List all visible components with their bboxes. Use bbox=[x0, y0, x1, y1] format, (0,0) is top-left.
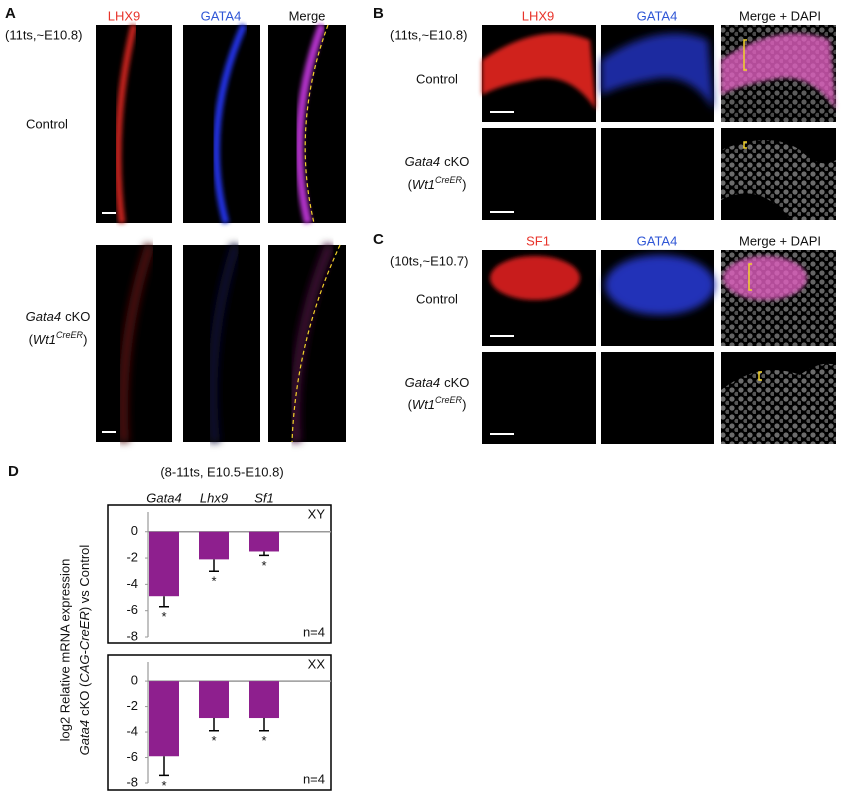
y-tick-label: -8 bbox=[126, 774, 138, 789]
panel-label: C bbox=[373, 231, 384, 248]
significance-mark: * bbox=[161, 609, 166, 624]
row-label: Control bbox=[416, 291, 458, 306]
column-header: LHX9 bbox=[522, 8, 555, 23]
bar bbox=[199, 681, 229, 719]
y-tick-label: 0 bbox=[131, 673, 138, 688]
bar bbox=[249, 531, 279, 552]
y-tick-label: -2 bbox=[126, 698, 138, 713]
micrographs bbox=[482, 250, 836, 444]
micrographs bbox=[482, 25, 836, 220]
chart-title: (8-11ts, E10.5-E10.8) bbox=[160, 464, 283, 479]
row-label: (Wt1CreER) bbox=[408, 175, 467, 192]
column-header: GATA4 bbox=[201, 8, 242, 23]
column-header: Merge + DAPI bbox=[739, 8, 821, 23]
category-label: Gata4 bbox=[146, 490, 181, 505]
column-header: SF1 bbox=[526, 233, 550, 248]
error-bar bbox=[209, 559, 219, 572]
category-label: Sf1 bbox=[254, 490, 274, 505]
row-label: Control bbox=[26, 116, 68, 131]
panel-c: C (10ts,~E10.7) SF1 GATA4 Merge + DAPI C… bbox=[373, 231, 836, 444]
stage-label: (11ts,~E10.8) bbox=[390, 27, 467, 42]
panel-label: A bbox=[5, 5, 16, 22]
panel-label: B bbox=[373, 5, 384, 22]
panel-a: A (11ts,~E10.8) LHX9 GATA4 Merge Control… bbox=[5, 5, 346, 443]
significance-mark: * bbox=[261, 733, 266, 748]
y-tick-label: -6 bbox=[126, 602, 138, 617]
bar bbox=[149, 681, 179, 757]
significance-mark: * bbox=[161, 778, 166, 793]
error-bar bbox=[209, 718, 219, 732]
bar bbox=[249, 681, 279, 719]
micrographs bbox=[96, 23, 346, 443]
column-header: GATA4 bbox=[637, 233, 678, 248]
significance-mark: * bbox=[211, 733, 216, 748]
chart-label: XY bbox=[308, 506, 326, 521]
error-bar bbox=[259, 718, 269, 732]
row-label: (Wt1CreER) bbox=[29, 330, 88, 347]
panel-d: D (8-11ts, E10.5-E10.8) log2 Relative mR… bbox=[8, 463, 332, 791]
y-axis-label: log2 Relative mRNA expression bbox=[57, 559, 72, 742]
y-tick-label: -6 bbox=[126, 749, 138, 764]
column-header: Merge + DAPI bbox=[739, 233, 821, 248]
y-axis-label: Gata4cKO (CAG-CreER) vs Control bbox=[77, 545, 92, 756]
error-bar bbox=[259, 551, 269, 557]
chart-note: n=4 bbox=[303, 771, 325, 786]
y-tick-label: -8 bbox=[126, 628, 138, 643]
row-label: Gata4 cKO bbox=[405, 375, 470, 390]
panel-b: B (11ts,~E10.8) LHX9 GATA4 Merge + DAPI … bbox=[373, 5, 836, 220]
significance-mark: * bbox=[261, 558, 266, 573]
stage-label: (11ts,~E10.8) bbox=[5, 27, 82, 42]
chart-label: XX bbox=[308, 656, 326, 671]
column-header: GATA4 bbox=[637, 8, 678, 23]
error-bar bbox=[159, 596, 169, 608]
row-label: Gata4 cKO bbox=[405, 154, 470, 169]
y-tick-label: 0 bbox=[131, 523, 138, 538]
category-label: Lhx9 bbox=[200, 490, 228, 505]
stage-label: (10ts,~E10.7) bbox=[390, 253, 468, 268]
chart-note: n=4 bbox=[303, 624, 325, 639]
significance-mark: * bbox=[211, 574, 216, 589]
y-tick-label: -4 bbox=[126, 576, 138, 591]
y-tick-label: -4 bbox=[126, 723, 138, 738]
y-tick-label: -2 bbox=[126, 549, 138, 564]
column-header: LHX9 bbox=[108, 8, 141, 23]
row-label: Gata4 cKO bbox=[26, 309, 91, 324]
row-label: Control bbox=[416, 71, 458, 86]
bar bbox=[199, 531, 229, 560]
column-header: Merge bbox=[289, 8, 326, 23]
error-bar bbox=[159, 756, 169, 777]
bar bbox=[149, 531, 179, 597]
panel-label: D bbox=[8, 463, 19, 480]
row-label: (Wt1CreER) bbox=[408, 395, 467, 412]
